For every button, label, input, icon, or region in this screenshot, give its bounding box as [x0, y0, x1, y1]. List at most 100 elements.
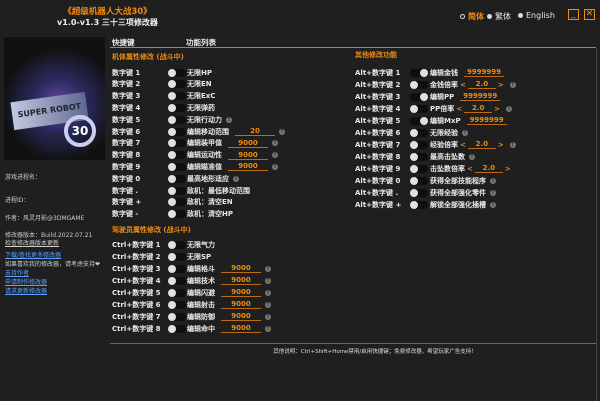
info-icon[interactable]: ! [490, 189, 496, 196]
toggle-switch[interactable] [168, 276, 186, 285]
value-input[interactable]: 9000 [221, 288, 261, 297]
lang-traditional[interactable]: 繁体 [487, 11, 511, 22]
info-icon[interactable]: ! [226, 116, 232, 123]
toggle-switch[interactable] [168, 80, 186, 89]
toggle-switch[interactable] [168, 68, 186, 77]
toggle-switch[interactable] [168, 151, 186, 160]
toggle-switch[interactable] [410, 80, 428, 89]
feature-label: 无限经验 [430, 128, 458, 137]
toggle-switch[interactable] [410, 200, 428, 209]
info-icon[interactable]: ! [272, 140, 278, 147]
toggle-switch[interactable] [410, 92, 428, 101]
value-input[interactable]: 9000 [221, 264, 261, 273]
minimize-button[interactable]: _ [568, 9, 579, 20]
value-input[interactable]: 9999999 [464, 68, 504, 77]
toggle-switch[interactable] [168, 174, 186, 183]
value-input[interactable]: 9000 [228, 139, 268, 148]
value-input[interactable]: 9999999 [466, 116, 507, 125]
toggle-knob [410, 104, 418, 113]
lang-simplified[interactable]: 简体 [460, 11, 484, 22]
value-input[interactable]: 9000 [221, 312, 261, 321]
toggle-switch[interactable] [168, 210, 186, 219]
toggle-switch[interactable] [410, 176, 428, 185]
info-icon[interactable]: ! [490, 177, 496, 184]
info-icon[interactable]: ! [509, 81, 516, 88]
hotkey-label: Ctrl+数字键 5 [112, 288, 161, 297]
info-icon[interactable]: ! [265, 265, 271, 272]
toggle-switch[interactable] [410, 140, 428, 149]
stepper-value[interactable]: 2.0 [467, 140, 496, 149]
info-icon[interactable]: ! [272, 163, 278, 170]
increment-button[interactable]: > [504, 164, 511, 173]
request-trainer-link[interactable]: 申请制作修改器 [5, 279, 48, 286]
info-icon[interactable]: ! [462, 129, 468, 136]
decrement-button[interactable]: < [460, 140, 466, 149]
download-more-link[interactable]: 下载/查找更多修改器 [5, 252, 62, 259]
feature-row: Ctrl+数字键 8 编辑命中 9000! [112, 323, 352, 334]
toggle-switch[interactable] [410, 164, 428, 173]
lang-english[interactable]: English [518, 11, 555, 20]
support-author-link[interactable]: 支持作者 [5, 270, 30, 277]
stepper-value[interactable]: 2.0 [464, 104, 493, 113]
check-update-link[interactable]: 检查修改器版本更新 [5, 240, 60, 247]
increment-button[interactable]: > [497, 80, 504, 89]
toggle-switch[interactable] [168, 115, 186, 124]
info-icon[interactable]: ! [233, 175, 239, 182]
value-input[interactable]: 9000 [221, 300, 261, 309]
value-input[interactable]: 9999999 [460, 92, 501, 101]
feature-row: 数字键 + 敌机：清空EN [112, 197, 352, 208]
info-icon[interactable]: ! [506, 105, 513, 112]
toggle-switch[interactable] [168, 92, 186, 101]
value-input[interactable]: 9000 [228, 162, 268, 172]
info-icon[interactable]: ! [265, 289, 271, 296]
toggle-switch[interactable] [168, 288, 186, 297]
toggle-switch[interactable] [168, 162, 186, 171]
info-icon[interactable]: ! [279, 128, 285, 135]
decrement-button[interactable]: < [456, 104, 463, 113]
info-icon[interactable]: ! [469, 153, 475, 160]
toggle-switch[interactable] [168, 186, 186, 195]
value-input[interactable]: 20 [235, 127, 275, 136]
toggle-switch[interactable] [168, 103, 186, 112]
increment-button[interactable]: > [494, 104, 501, 113]
info-icon[interactable]: ! [509, 141, 516, 148]
toggle-switch[interactable] [168, 312, 186, 321]
feature-label: 无限HP [187, 68, 212, 77]
info-icon[interactable]: ! [265, 313, 271, 320]
section-title-other: 其他修改功能 [355, 51, 397, 59]
decrement-button[interactable]: < [460, 80, 466, 89]
value-input[interactable]: 9000 [221, 276, 261, 285]
stepper-value[interactable]: 2.0 [474, 164, 503, 173]
toggle-switch[interactable] [168, 139, 186, 148]
info-icon[interactable]: ! [490, 201, 496, 208]
toggle-switch[interactable] [410, 188, 428, 197]
toggle-switch[interactable] [410, 128, 428, 137]
info-icon[interactable]: ! [265, 325, 271, 332]
decrement-button[interactable]: < [467, 164, 473, 173]
request-update-link[interactable]: 请求更新修改器 [5, 288, 48, 295]
info-icon[interactable]: ! [265, 301, 271, 308]
toggle-switch[interactable] [410, 116, 428, 125]
toggle-switch[interactable] [410, 104, 428, 113]
toggle-switch[interactable] [168, 252, 186, 261]
hotkey-label: 数字键 + [112, 198, 142, 207]
game-process-label: 游戏进程名： [5, 174, 42, 181]
toggle-switch[interactable] [168, 300, 186, 309]
feature-label: 编辑装甲值 [187, 139, 222, 148]
value-input[interactable]: 9000 [228, 151, 268, 160]
toggle-switch[interactable] [168, 324, 186, 333]
toggle-switch[interactable] [168, 264, 186, 273]
hotkey-label: 数字键 5 [112, 115, 141, 124]
toggle-switch[interactable] [168, 240, 186, 249]
info-icon[interactable]: ! [265, 277, 271, 284]
stepper-value[interactable]: 2.0 [467, 80, 496, 89]
value-input[interactable]: 9000 [221, 324, 261, 333]
toggle-switch[interactable] [168, 198, 186, 207]
increment-button[interactable]: > [497, 140, 504, 149]
feature-row: Alt+数字键 5 编辑MxP 9999999 [355, 115, 595, 126]
toggle-switch[interactable] [410, 152, 428, 161]
toggle-switch[interactable] [168, 127, 186, 136]
info-icon[interactable]: ! [272, 152, 278, 159]
toggle-switch[interactable] [410, 68, 428, 77]
close-button[interactable]: ✕ [584, 9, 595, 20]
